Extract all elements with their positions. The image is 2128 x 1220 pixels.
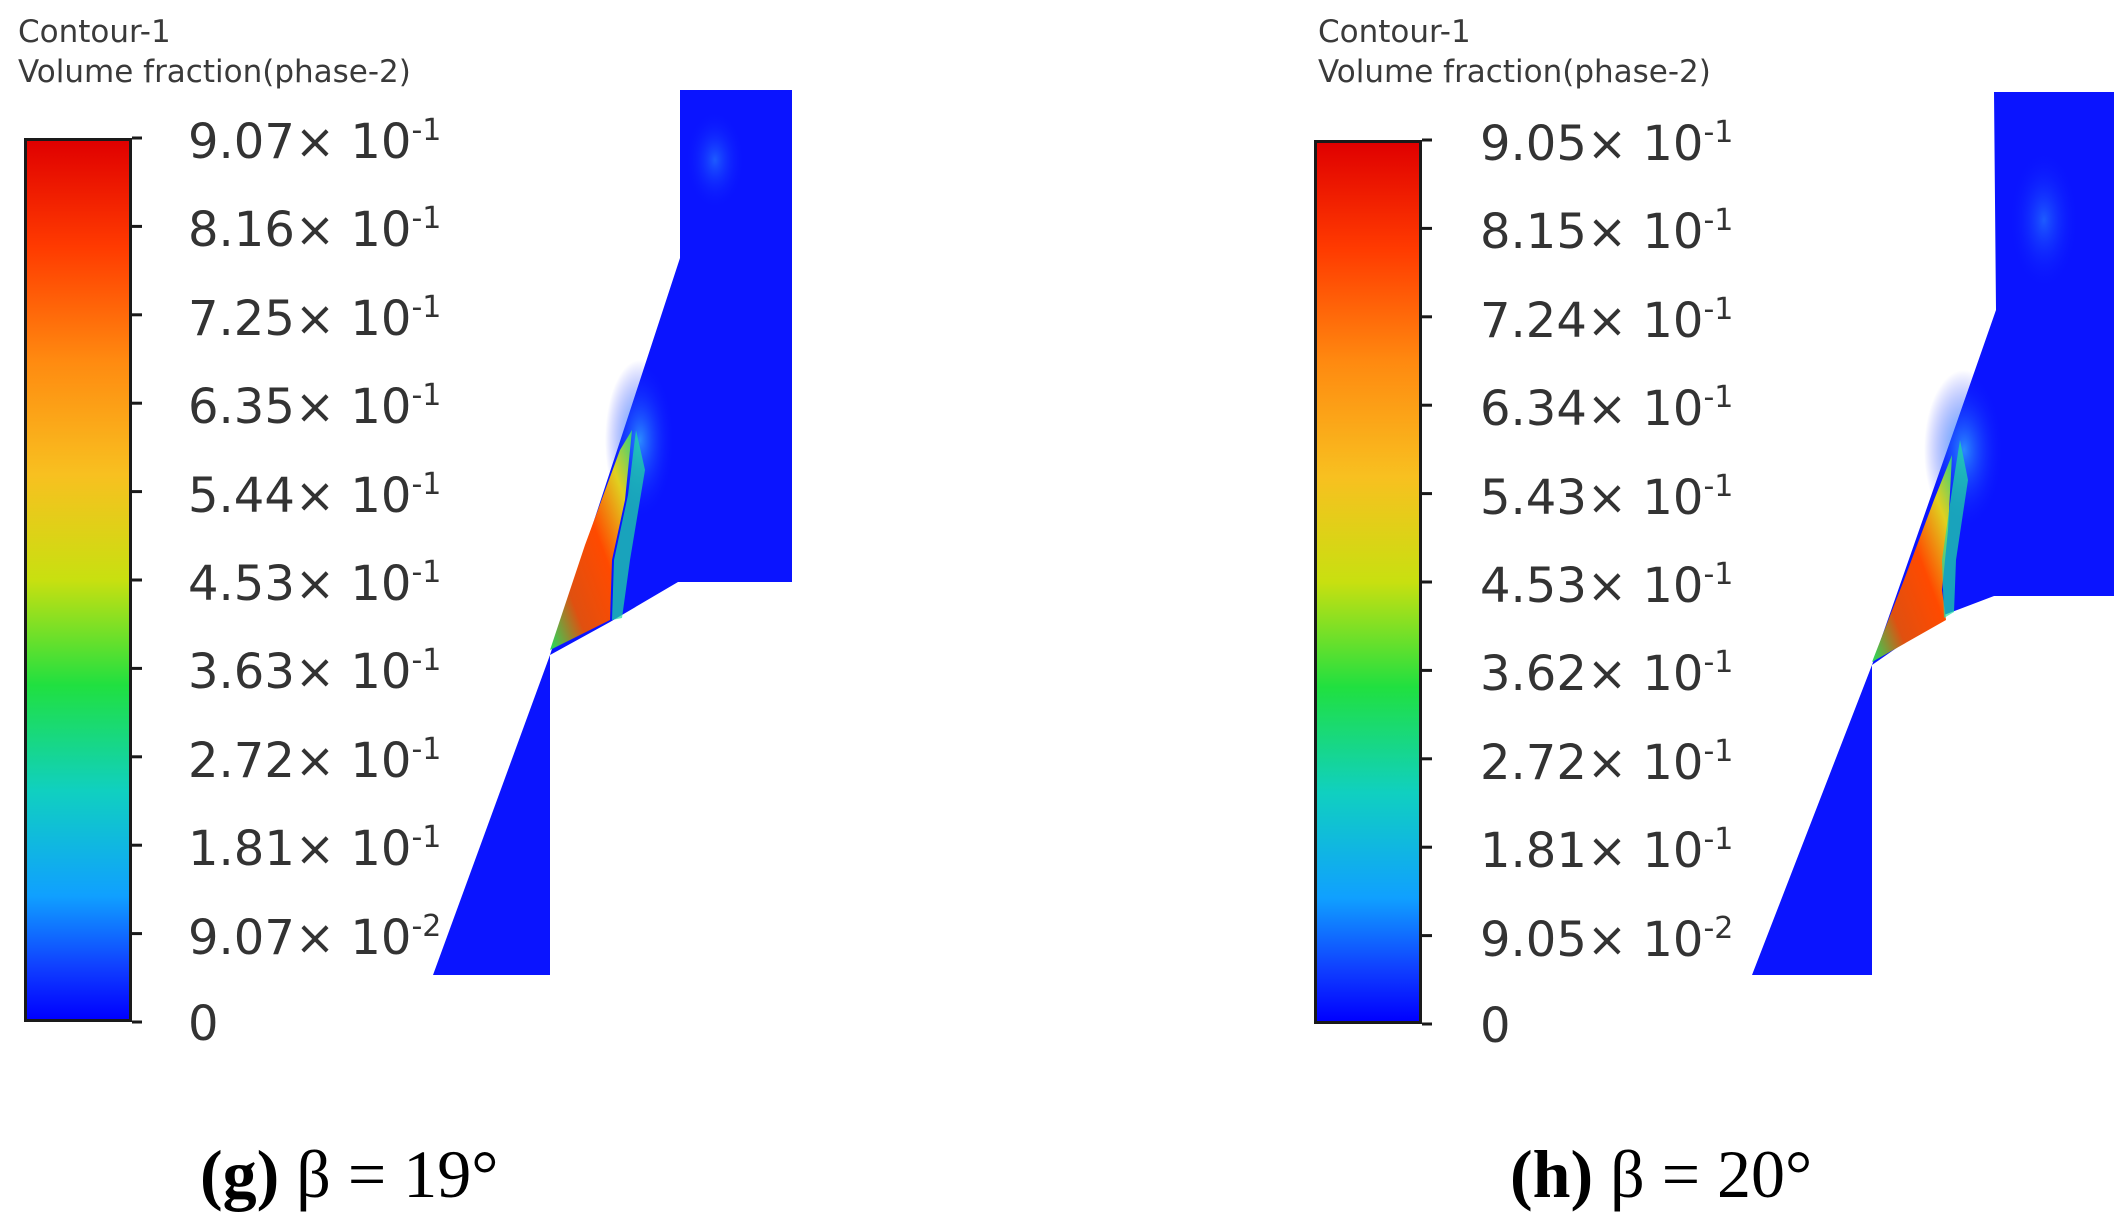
vapor-cavity-edge	[1942, 440, 1968, 618]
caption-text: β = 20°	[1593, 1136, 1813, 1212]
tick-exponent: -1	[411, 466, 442, 502]
colorbar-tick-label: 7.24× 10-1	[1480, 291, 1734, 345]
tick-exponent: -1	[411, 289, 442, 325]
colorbar-tick-label: 4.53× 10-1	[1480, 557, 1734, 611]
colorbar-tick-label: 4.53× 10-1	[188, 555, 442, 609]
vapor-cavity	[1872, 455, 1952, 662]
tick-exponent: -2	[1703, 910, 1734, 946]
tick-exponent: -1	[1703, 645, 1734, 681]
colorbar	[1314, 140, 1422, 1024]
tick-mantissa: 9.07× 10	[188, 909, 412, 966]
colorbar-tick-label: 7.25× 10-1	[188, 289, 442, 343]
colorbar-tick-label: 8.15× 10-1	[1480, 203, 1734, 257]
panel-caption: (g) β = 19°	[200, 1140, 498, 1208]
tick-mantissa: 7.25× 10	[188, 290, 412, 347]
upper-haze	[685, 110, 745, 210]
colorbar-tick-label: 9.05× 10-2	[1480, 910, 1734, 964]
tick-exponent: -1	[411, 378, 442, 414]
tick-mantissa: 2.72× 10	[1480, 734, 1704, 791]
tick-exponent: -1	[1703, 115, 1734, 150]
vapor-cavity-edge	[612, 430, 645, 620]
colorbar-tick-label: 5.43× 10-1	[1480, 468, 1734, 522]
tick-exponent: -1	[1703, 291, 1734, 327]
tick-exponent: -1	[1703, 468, 1734, 504]
colorbar-tick-label: 9.07× 10-2	[188, 908, 442, 962]
colorbar-tick-label: 6.34× 10-1	[1480, 380, 1734, 434]
contour-panel-g: Contour-1 Volume fraction(phase-2) (g)	[18, 12, 792, 1208]
tick-exponent: -1	[411, 820, 442, 856]
tick-mantissa: 4.53× 10	[188, 556, 412, 612]
tick-exponent: -1	[411, 643, 442, 679]
panel-caption: (h) β = 20°	[1510, 1140, 1812, 1208]
flow-domain	[433, 90, 792, 975]
colorbar-tick-label: 2.72× 10-1	[188, 731, 442, 785]
domain-lower	[433, 655, 550, 975]
colorbar-tick-marks	[1422, 138, 1432, 1026]
tick-mantissa: 5.43× 10	[1480, 469, 1704, 526]
vapor-cavity	[550, 430, 632, 650]
colorbar	[24, 138, 132, 1022]
colorbar-tick-label: 8.16× 10-1	[188, 201, 442, 255]
tick-mantissa: 9.07× 10	[188, 114, 412, 170]
domain-lower	[1752, 665, 1872, 975]
tick-mantissa: 6.35× 10	[188, 379, 412, 436]
colorbar-tick-label: 9.07× 10-1	[188, 113, 442, 167]
contour-variable: Volume fraction(phase-2)	[1318, 54, 1711, 90]
tick-mantissa: 5.44× 10	[188, 467, 412, 524]
flow-domain	[1752, 92, 2114, 975]
tick-exponent: -1	[1703, 822, 1734, 858]
colorbar-tick-marks	[132, 136, 142, 1024]
colorbar-tick-label: 1.81× 10-1	[188, 820, 442, 874]
tick-exponent: -1	[411, 201, 442, 237]
tick-mantissa: 0	[1480, 998, 1511, 1054]
tick-mantissa: 9.05× 10	[1480, 116, 1704, 172]
contour-variable: Volume fraction(phase-2)	[18, 54, 411, 90]
tick-exponent: -1	[411, 555, 442, 590]
tick-exponent: -1	[1703, 203, 1734, 239]
tick-exponent: -1	[411, 731, 442, 767]
colorbar-tick-label: 0	[188, 1000, 219, 1048]
colorbar-tick-label: 3.63× 10-1	[188, 643, 442, 697]
contour-panel-h: Contour-1 Volume fraction(phase-2) (h)	[1064, 0, 2128, 1220]
tick-mantissa: 7.24× 10	[1480, 292, 1704, 349]
colorbar-tick-label: 5.44× 10-1	[188, 466, 442, 520]
contour-name: Contour-1	[18, 14, 171, 50]
tick-mantissa: 6.34× 10	[1480, 381, 1704, 438]
colorbar-tick-label: 0	[1480, 1002, 1511, 1050]
tick-mantissa: 9.05× 10	[1480, 911, 1704, 968]
tick-mantissa: 8.15× 10	[1480, 204, 1704, 261]
tick-mantissa: 4.53× 10	[1480, 558, 1704, 614]
contour-title: Contour-1 Volume fraction(phase-2)	[18, 12, 411, 92]
contour-name: Contour-1	[1318, 14, 1471, 50]
contour-title: Contour-1 Volume fraction(phase-2)	[1318, 12, 1711, 92]
tick-mantissa: 3.63× 10	[188, 644, 412, 701]
colorbar-tick-label: 6.35× 10-1	[188, 378, 442, 432]
caption-letter: (g)	[200, 1136, 280, 1212]
colorbar-tick-label: 1.81× 10-1	[1480, 822, 1734, 876]
colorbar-tick-label: 2.72× 10-1	[1480, 733, 1734, 787]
tick-mantissa: 1.81× 10	[1480, 823, 1704, 880]
tick-exponent: -1	[1703, 733, 1734, 769]
caption-text: β = 19°	[279, 1136, 499, 1212]
tick-exponent: -2	[411, 908, 442, 944]
colorbar-tick-label: 9.05× 10-1	[1480, 115, 1734, 169]
caption-letter: (h)	[1510, 1136, 1594, 1212]
tick-mantissa: 2.72× 10	[188, 732, 412, 789]
tick-mantissa: 8.16× 10	[188, 202, 412, 259]
tick-exponent: -1	[1703, 380, 1734, 416]
tick-mantissa: 3.62× 10	[1480, 646, 1704, 703]
tick-exponent: -1	[1703, 557, 1734, 592]
tick-mantissa: 0	[188, 996, 219, 1052]
colorbar-tick-label: 3.62× 10-1	[1480, 645, 1734, 699]
upper-haze	[2009, 150, 2079, 290]
tick-mantissa: 1.81× 10	[188, 821, 412, 878]
tick-exponent: -1	[411, 113, 442, 148]
